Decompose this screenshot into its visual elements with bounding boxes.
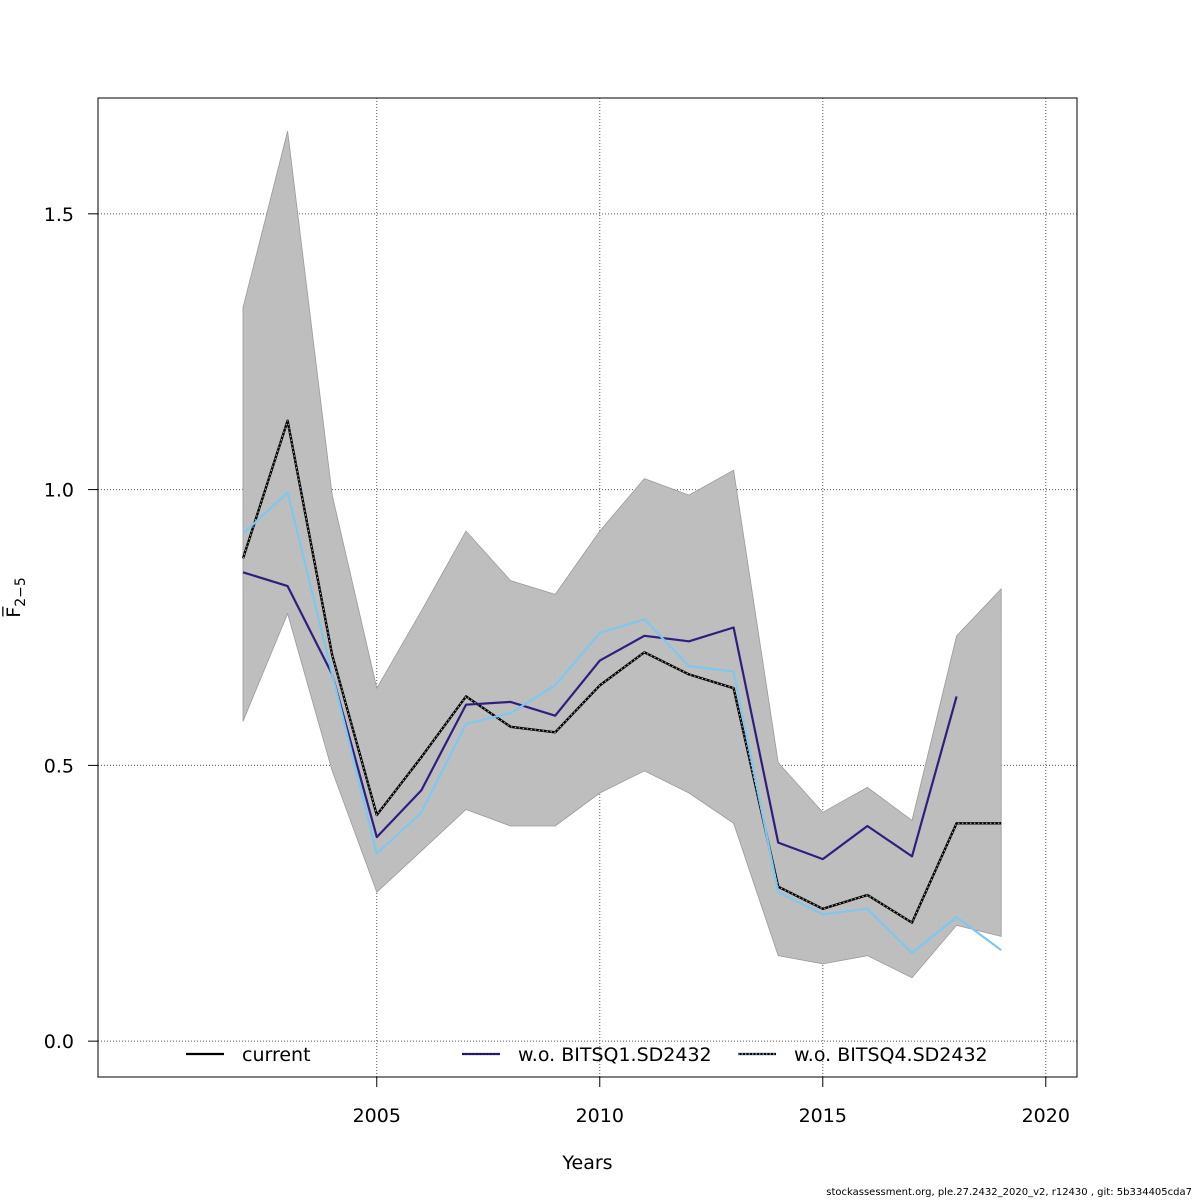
series-line-1 [242, 571, 958, 861]
y-axis-label: F̅2−5 [1, 577, 29, 617]
confidence-band [242, 131, 1002, 979]
x-tick-label: 2020 [1022, 1105, 1070, 1127]
y-axis-label-main: F̅ [1, 606, 25, 618]
x-tick-label: 2010 [576, 1105, 624, 1127]
confidence-band-area [242, 131, 1002, 979]
legend-label-0: current [242, 1044, 311, 1066]
legend-label-1: w.o. BITSQ1.SD2432 [518, 1044, 712, 1066]
y-axis-label-subscript: 2−5 [13, 577, 29, 607]
footer-note: stockassessment.org, ple.27.2432_2020_v2… [826, 1187, 1192, 1198]
series-lines [241, 419, 1002, 955]
series-line-0-dots [242, 420, 1002, 924]
y-tick-label: 0.0 [44, 1031, 74, 1053]
series-line-2 [242, 491, 1002, 955]
legend: current w.o. BITSQ1.SD2432 w.o. BITSQ4.SD2… [186, 1044, 988, 1066]
y-tick-label: 1.0 [44, 480, 74, 502]
plot-frame [97, 97, 1078, 1078]
legend-label-2: w.o. BITSQ4.SD2432 [794, 1044, 988, 1066]
x-tick-label: 2015 [799, 1105, 847, 1127]
x-axis-label: Years [561, 1152, 612, 1174]
y-tick-label: 0.5 [44, 755, 74, 777]
x-tick-label: 2005 [353, 1105, 401, 1127]
axes: 2005 2010 2015 2020 0.0 0.5 1.0 1.5 [44, 204, 1070, 1127]
y-tick-label: 1.5 [44, 204, 74, 226]
